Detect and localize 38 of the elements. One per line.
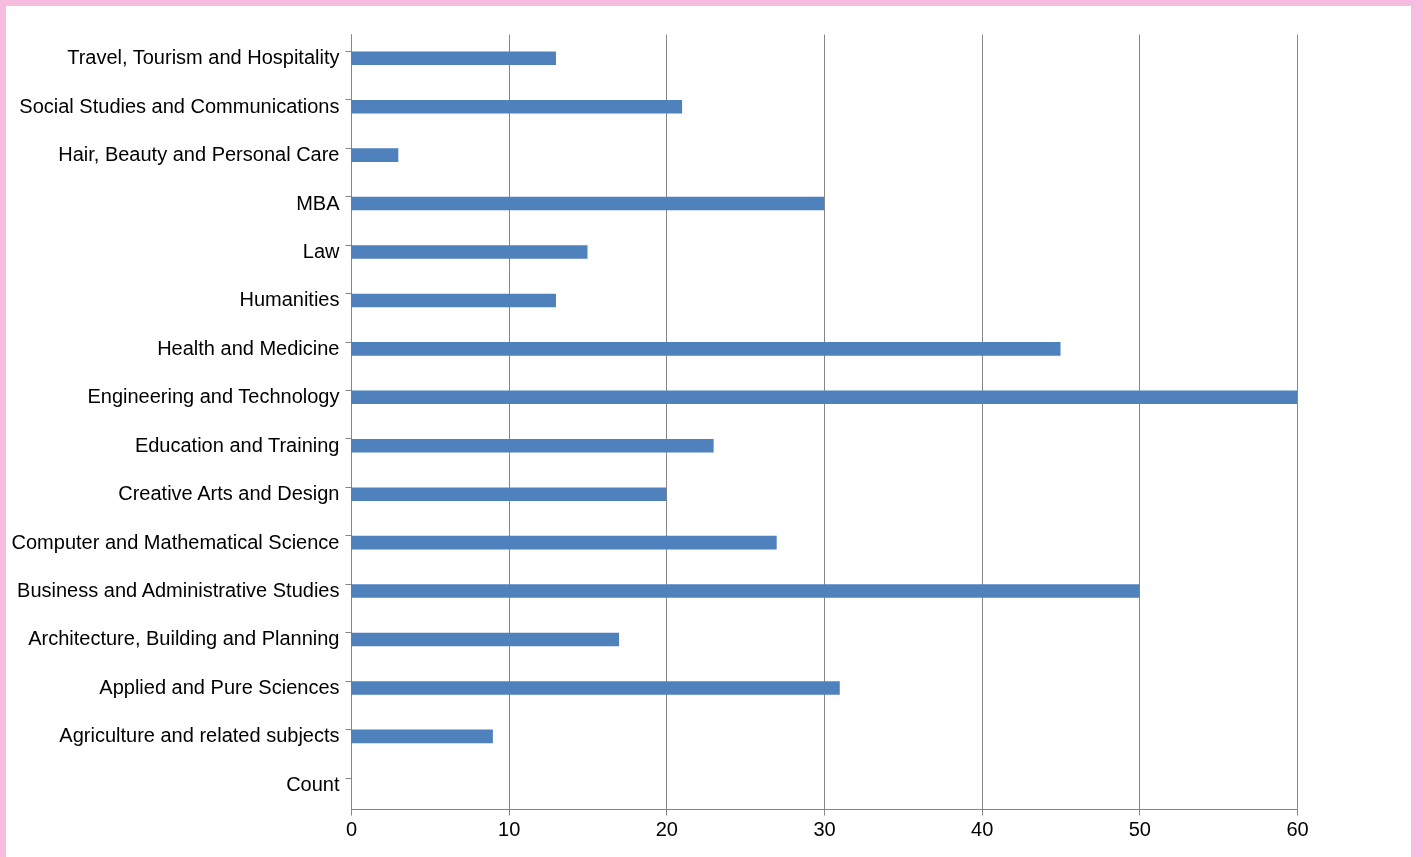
y-tick-label: Travel, Tourism and Hospitality xyxy=(67,46,340,69)
y-tick-label: Applied and Pure Sciences xyxy=(99,675,340,698)
y-tick-label: Social Studies and Communications xyxy=(19,94,340,117)
bar xyxy=(351,390,1297,405)
x-tick-label: 10 xyxy=(498,817,521,840)
bar xyxy=(351,632,620,647)
x-tick-label: 60 xyxy=(1286,817,1309,840)
bar xyxy=(351,681,840,695)
y-tick-label: Humanities xyxy=(239,288,340,311)
y-tick-label: MBA xyxy=(296,191,341,214)
x-tick-label: 0 xyxy=(345,817,358,840)
bar xyxy=(351,438,714,453)
bar xyxy=(351,293,556,308)
y-tick-label: Engineering and Technology xyxy=(87,385,340,408)
y-tick-label: Business and Administrative Studies xyxy=(17,579,340,602)
bar xyxy=(351,99,683,114)
x-tick-label: 30 xyxy=(813,817,836,840)
bar xyxy=(351,245,588,259)
bar xyxy=(351,535,777,550)
x-tick-label: 40 xyxy=(971,817,994,840)
y-tick-label: Computer and Mathematical Science xyxy=(11,530,340,553)
y-tick-label: Health and Medicine xyxy=(157,336,340,359)
bar xyxy=(351,196,824,211)
y-tick-label: Education and Training xyxy=(134,433,340,456)
y-tick-label: Law xyxy=(302,239,341,262)
bar xyxy=(351,342,1061,356)
y-tick-label: Count xyxy=(286,772,340,795)
bar xyxy=(351,729,493,744)
bar xyxy=(351,487,667,501)
bar xyxy=(351,584,1140,598)
y-tick-label: Hair, Beauty and Personal Care xyxy=(58,143,340,166)
x-tick-label: 50 xyxy=(1128,817,1151,840)
x-tick-label: 20 xyxy=(655,817,678,840)
y-tick-label: Creative Arts and Design xyxy=(118,482,340,505)
bar xyxy=(351,148,399,162)
y-tick-label: Architecture, Building and Planning xyxy=(28,627,340,650)
y-tick-label: Agriculture and related subjects xyxy=(59,724,340,747)
bar xyxy=(351,51,556,65)
